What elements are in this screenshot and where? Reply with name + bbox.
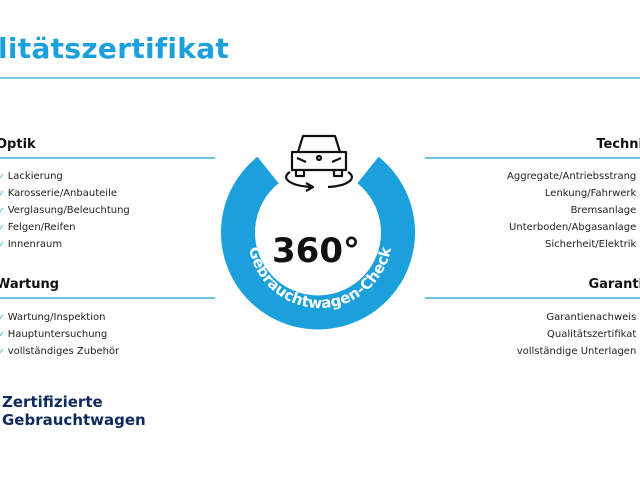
brand-line-1: Zertifizierte xyxy=(2,393,103,411)
divider xyxy=(0,157,215,159)
list-item: Hauptuntersuchung xyxy=(4,326,119,343)
technik-list: Aggregate/Antriebsstrang Lenkung/Fahrwer… xyxy=(507,168,640,253)
list-item: Wartung/Inspektion xyxy=(4,309,119,326)
list-item: Karosserie/Anbauteile xyxy=(4,185,130,202)
list-item: Innenraum xyxy=(4,236,130,253)
heading-wartung: Wartung xyxy=(0,277,60,292)
divider xyxy=(0,77,640,79)
list-item: vollständige Unterlagen xyxy=(517,343,640,360)
divider xyxy=(425,157,640,159)
list-item: Lackierung xyxy=(4,168,130,185)
garantie-list: Garantienachweis Qualitätszertifikat vol… xyxy=(517,309,640,360)
optik-list: Lackierung Karosserie/Anbauteile Verglas… xyxy=(4,168,130,253)
brand-logo-text: Zertifizierte Gebrauchtwagen xyxy=(2,393,146,429)
list-item: Verglasung/Beleuchtung xyxy=(4,202,130,219)
list-item: Garantienachweis xyxy=(517,309,640,326)
page-title: litätszertifikat xyxy=(0,32,230,65)
list-item: Felgen/Reifen xyxy=(4,219,130,236)
wartung-list: Wartung/Inspektion Hauptuntersuchung vol… xyxy=(4,309,119,360)
heading-technik: Techni xyxy=(596,137,640,152)
badge-ring xyxy=(221,156,415,330)
list-item: vollständiges Zubehör xyxy=(4,343,119,360)
badge-value: 360° xyxy=(272,231,360,271)
list-item: Lenkung/Fahrwerk xyxy=(507,185,640,202)
list-item: Qualitätszertifikat xyxy=(517,326,640,343)
list-item: Unterboden/Abgasanlage xyxy=(507,219,640,236)
brand-line-2: Gebrauchtwagen xyxy=(2,411,146,429)
heading-garantie: Garanti xyxy=(588,277,640,292)
list-item: Aggregate/Antriebsstrang xyxy=(507,168,640,185)
car-rotate-icon xyxy=(285,134,354,192)
divider xyxy=(0,297,215,299)
list-item: Sicherheit/Elektrik xyxy=(507,236,640,253)
list-item: Bremsanlage xyxy=(507,202,640,219)
heading-optik: Optik xyxy=(0,137,36,152)
divider xyxy=(425,297,640,299)
